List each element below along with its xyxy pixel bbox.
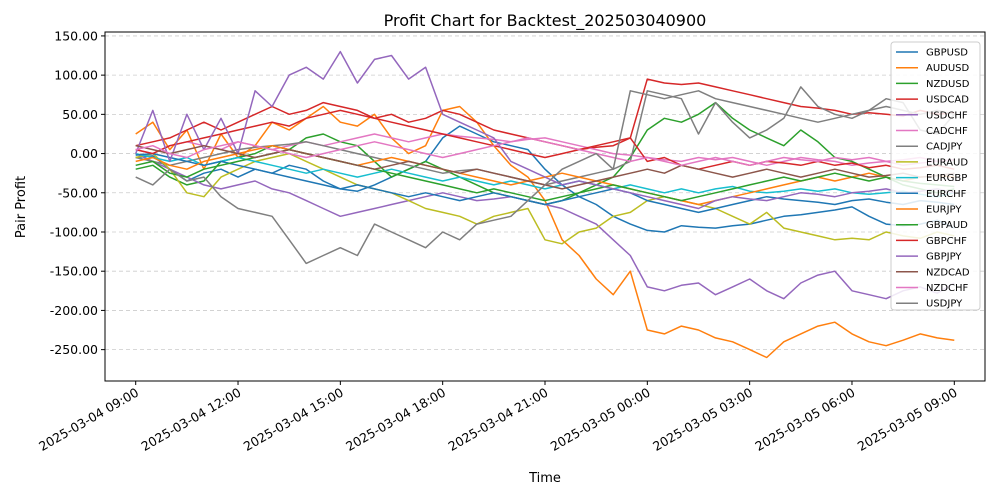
series-lines <box>135 50 955 359</box>
y-tick-label: 50.00 <box>62 107 98 122</box>
legend-label: NZDUSD <box>926 79 970 90</box>
legend-label: GBPJPY <box>926 252 962 263</box>
y-tick-label: 150.00 <box>54 28 98 43</box>
legend-label: AUDUSD <box>926 63 970 74</box>
y-axis-label: Pair Profit <box>14 176 29 238</box>
legend-label: EURAUD <box>926 157 968 168</box>
legend-label: NZDCAD <box>926 267 970 278</box>
legend-label: NZDCHF <box>926 283 969 294</box>
legend-label: CADCHF <box>926 126 968 137</box>
legend-label: USDCAD <box>926 95 969 106</box>
legend-label: GBPAUD <box>926 220 968 231</box>
series-line-gbpjpy <box>135 50 955 210</box>
legend-label: EURGBP <box>926 173 967 184</box>
y-tick-label: -50.00 <box>58 185 98 200</box>
series-line-euraud <box>135 152 955 245</box>
legend-label: USDJPY <box>926 299 963 310</box>
y-axis-ticks: 150.00 100.00 50.00 0.00 -50.00 -100.00 -150.0… <box>50 28 105 357</box>
y-tick-label: 0.00 <box>70 146 98 161</box>
legend-box <box>890 41 981 311</box>
legend: GBPUSD AUDUSD NZDUSD USDCAD USDCHF CADCHF CADJ… <box>890 41 981 311</box>
y-tick-label: 100.00 <box>54 68 98 83</box>
series-line-usdjpy <box>135 90 955 265</box>
x-axis-label: Time <box>528 471 561 486</box>
legend-label: GBPUSD <box>926 48 968 59</box>
legend-label: CADJPY <box>926 142 963 153</box>
legend-label: GBPCHF <box>926 236 967 247</box>
y-tick-label: -250.00 <box>50 342 98 357</box>
y-tick-label: -100.00 <box>50 224 98 239</box>
legend-label: EURJPY <box>926 205 962 216</box>
chart-title: Profit Chart for Backtest_202503040900 <box>384 11 707 31</box>
y-tick-label: -200.00 <box>50 303 98 318</box>
y-tick-label: -150.00 <box>50 264 98 279</box>
series-line-nzdchf <box>135 137 955 167</box>
legend-label: EURCHF <box>926 189 967 200</box>
series-line-eurchf <box>135 152 955 214</box>
legend-label: USDCHF <box>926 110 968 121</box>
series-line-eurgbp <box>135 152 955 198</box>
